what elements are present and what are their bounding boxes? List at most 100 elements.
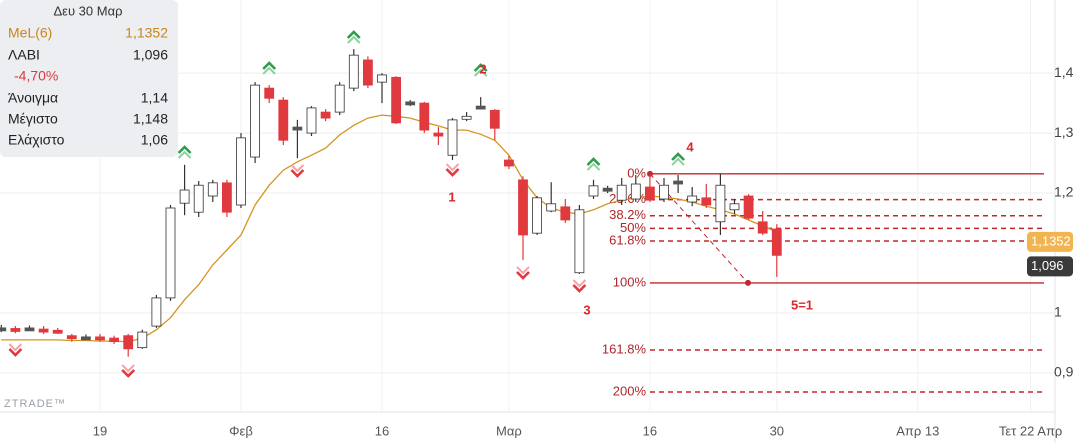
- signal-down: [121, 369, 136, 378]
- candle-body: [123, 335, 134, 350]
- candle-body: [278, 99, 289, 141]
- wave-label: 4: [686, 139, 694, 154]
- candle-body: [659, 184, 669, 200]
- candle-body: [701, 197, 712, 206]
- wave-label: 2: [479, 61, 486, 76]
- fib-label: 200%: [613, 383, 647, 398]
- candle-body: [151, 297, 162, 327]
- panel-label: ΛΑΒΙ: [8, 47, 40, 63]
- signal-down: [8, 343, 23, 352]
- candle-body: [109, 337, 119, 343]
- wave-label: 3: [583, 302, 590, 317]
- candle-body: [715, 184, 726, 223]
- candle-body: [24, 327, 35, 332]
- fib-anchor: [745, 279, 751, 286]
- candle-body: [405, 101, 416, 106]
- signal-up: [586, 162, 601, 171]
- signal-up: [671, 157, 685, 166]
- candle-body: [377, 74, 387, 83]
- candle-body: [630, 183, 641, 200]
- x-tick-label: 30: [770, 423, 784, 438]
- candle-body: [0, 327, 7, 332]
- candle-body: [292, 126, 303, 131]
- fib-label: 161.8%: [602, 341, 647, 356]
- panel-date: Δευ 30 Μαρ: [53, 3, 122, 18]
- panel-label: Ελάχιστο: [8, 132, 65, 148]
- x-tick-label: Μαρ: [496, 423, 522, 438]
- fib-label: 100%: [613, 274, 647, 289]
- candle-body: [348, 54, 359, 89]
- signal-down: [445, 168, 460, 177]
- price-badge: [1027, 231, 1073, 252]
- signal-up: [347, 35, 361, 44]
- fib-label: 0%: [627, 165, 646, 180]
- price-badge: [1027, 256, 1073, 277]
- candle-body: [306, 107, 317, 134]
- price-badge-label: 1,096: [1031, 258, 1064, 273]
- candle-body: [52, 329, 63, 334]
- fib-label: 61.8%: [609, 232, 646, 247]
- signal-up: [262, 66, 276, 75]
- panel-value: 1,06: [141, 132, 168, 148]
- signal-down: [516, 271, 530, 280]
- candle-body: [743, 195, 754, 219]
- candle-body: [546, 203, 557, 212]
- candle-body: [687, 195, 698, 203]
- fib-label: 50%: [620, 220, 646, 235]
- y-tick-label: 1: [1054, 304, 1062, 320]
- x-tick-label: 16: [375, 423, 389, 438]
- candle-body: [10, 328, 21, 332]
- candle-body: [66, 335, 77, 340]
- candle-body: [518, 179, 528, 236]
- candle-body: [645, 186, 655, 201]
- signal-down: [572, 284, 587, 293]
- panel-value: 1,14: [141, 90, 168, 106]
- signal-down: [8, 348, 23, 357]
- candle-body: [250, 84, 261, 158]
- candle-body: [771, 228, 782, 256]
- signal-down: [445, 163, 460, 172]
- candle-body: [320, 111, 331, 119]
- candle-body: [81, 336, 91, 341]
- panel-value: 1,096: [133, 47, 168, 63]
- x-tick-label: 16: [643, 423, 657, 438]
- fib-label: 38.2%: [609, 207, 646, 222]
- signal-up: [586, 157, 601, 166]
- signal-down: [121, 364, 135, 373]
- panel-bg: [0, 0, 178, 157]
- panel-value: 1,148: [133, 111, 168, 127]
- wave-label: 1: [448, 189, 455, 204]
- candle-body: [236, 137, 246, 206]
- candle-body: [461, 115, 472, 120]
- signal-up: [262, 61, 277, 70]
- candle-body: [95, 336, 105, 341]
- signal-down: [516, 266, 530, 275]
- panel-label: MeL(6): [8, 25, 52, 41]
- candle-body: [221, 182, 232, 213]
- signal-up: [177, 150, 192, 159]
- candle-body: [729, 203, 740, 211]
- candle-body: [264, 87, 275, 99]
- candle-body: [137, 331, 148, 349]
- candle-body: [419, 102, 430, 131]
- candle-body: [391, 76, 402, 124]
- x-tick-label: Απρ 13: [896, 423, 939, 438]
- candle-body: [38, 328, 49, 333]
- price-badge-label: 1,1352: [1031, 233, 1071, 248]
- signal-down: [290, 169, 305, 178]
- panel-label: -4,70%: [14, 68, 58, 84]
- signal-up: [346, 30, 361, 39]
- candle-body: [433, 132, 444, 137]
- candle-body: [362, 59, 373, 86]
- y-tick-label: 0,9: [1054, 364, 1073, 380]
- candle-body: [616, 184, 627, 201]
- candle-body: [193, 184, 204, 213]
- signal-up: [177, 145, 192, 154]
- candle-body: [489, 109, 500, 129]
- fib-anchor-line: [649, 173, 749, 284]
- signal-up: [473, 68, 488, 77]
- signal-up: [671, 152, 686, 161]
- candle-body: [503, 159, 514, 167]
